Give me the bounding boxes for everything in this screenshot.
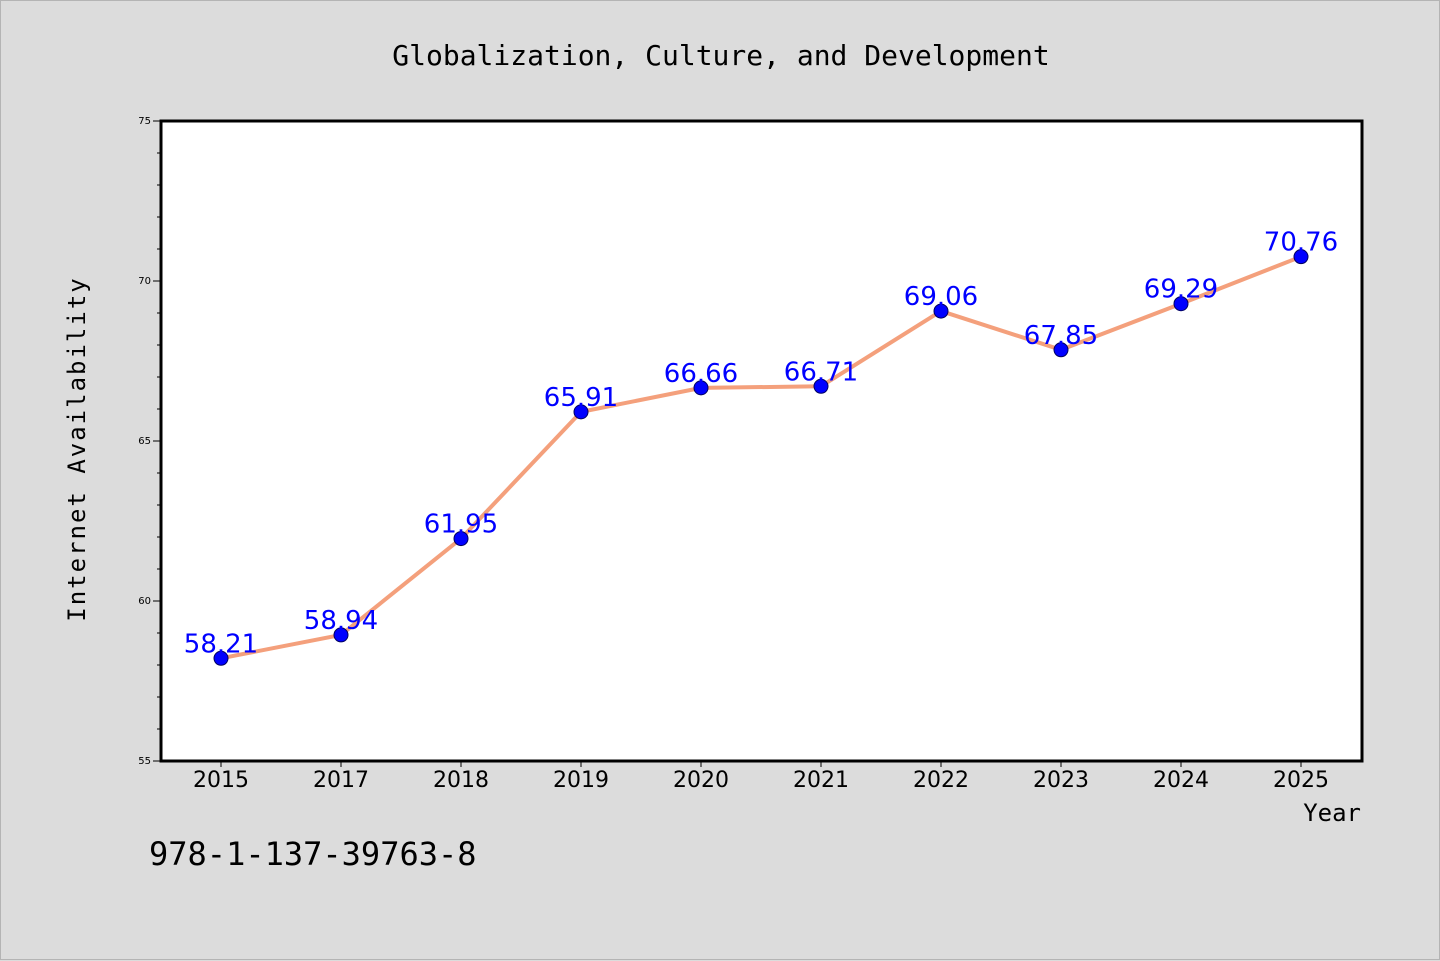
isbn-text: 978-1-137-39763-8 xyxy=(149,835,477,873)
data-point xyxy=(1053,342,1069,358)
data-point xyxy=(693,380,709,396)
chart-title: Globalization, Culture, and Development xyxy=(392,39,1049,72)
x-tick-label: 2020 xyxy=(673,768,729,793)
y-tick-label: 65 xyxy=(138,436,151,447)
series-line xyxy=(219,254,1303,661)
data-label: 58.94 xyxy=(304,606,378,636)
plot-frame xyxy=(159,119,1364,763)
y-axis-label: Internet Availability xyxy=(63,276,91,621)
x-axis-label: Year xyxy=(1303,799,1361,827)
series-line-layer xyxy=(213,249,1309,666)
data-label: 61.95 xyxy=(424,510,498,540)
data-label: 69.06 xyxy=(904,282,978,312)
x-tick-label: 2015 xyxy=(193,768,249,793)
data-label: 65.91 xyxy=(544,383,618,413)
x-tick-label: 2017 xyxy=(313,768,369,793)
x-tick-label: 2018 xyxy=(433,768,489,793)
data-point xyxy=(1173,296,1189,312)
data-point xyxy=(213,650,229,666)
y-tick-label: 55 xyxy=(138,756,151,767)
data-label: 66.66 xyxy=(664,359,738,389)
data-point xyxy=(933,303,949,319)
data-label: 70.76 xyxy=(1264,228,1338,258)
data-label: 58.21 xyxy=(184,629,258,659)
data-label: 67.85 xyxy=(1024,321,1098,351)
data-label: 66.71 xyxy=(784,357,858,387)
plot-area xyxy=(161,121,1362,761)
data-point xyxy=(573,404,589,420)
data-labels-layer: 58.21 58.94 61.95 65.91 66.66 66.71 69.06 67.85… xyxy=(184,228,1338,660)
x-tick-label: 2019 xyxy=(553,768,609,793)
data-label: 69.29 xyxy=(1144,275,1218,305)
x-tick-label: 2024 xyxy=(1153,768,1209,793)
y-tick-label: 70 xyxy=(138,276,151,287)
data-point xyxy=(813,378,829,394)
x-tick-label: 2021 xyxy=(793,768,849,793)
y-tick-label: 75 xyxy=(138,116,151,127)
y-tick-label: 60 xyxy=(138,596,151,607)
axis-ticks: 55 60 65 70 75 2015 2017 2018 2019 2020 2021 2022 20… xyxy=(138,116,1329,793)
x-tick-label: 2025 xyxy=(1273,768,1329,793)
x-tick-label: 2022 xyxy=(913,768,969,793)
data-point xyxy=(1293,249,1309,265)
x-tick-label: 2023 xyxy=(1033,768,1089,793)
data-point xyxy=(453,531,469,547)
data-point xyxy=(333,627,349,643)
